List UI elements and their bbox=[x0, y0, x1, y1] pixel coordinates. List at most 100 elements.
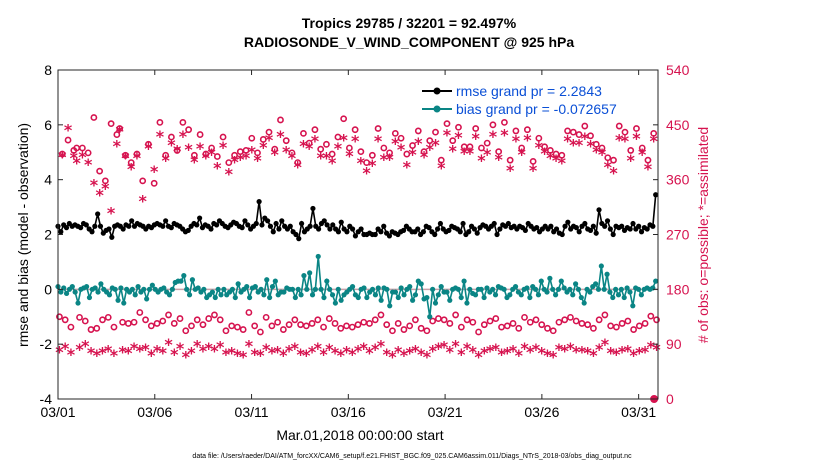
assimilated-obs-point: * bbox=[296, 345, 305, 364]
assimilated-obs-point: * bbox=[451, 336, 460, 355]
assimilated-obs-point: * bbox=[535, 138, 544, 157]
assimilated-obs-point: * bbox=[497, 345, 506, 364]
assimilated-obs-point: * bbox=[299, 137, 308, 156]
assimilated-obs-point: * bbox=[377, 336, 386, 355]
possible-obs-point bbox=[463, 316, 471, 324]
bias-point bbox=[69, 283, 75, 290]
possible-obs-point bbox=[417, 324, 425, 332]
rmse-point bbox=[460, 220, 466, 227]
rmse-point bbox=[358, 226, 364, 232]
x-axis-ticks: 03/01 03/06 03/11 03/16 03/21 03/26 03/31 bbox=[40, 70, 656, 420]
bias-point bbox=[235, 281, 241, 287]
assimilated-obs-point: * bbox=[437, 158, 446, 177]
possible-obs-point bbox=[320, 323, 327, 331]
assimilated-obs-point: * bbox=[213, 158, 222, 177]
bias-point bbox=[369, 286, 376, 292]
assimilated-obs-point: * bbox=[161, 151, 170, 170]
assimilated-obs-point: * bbox=[454, 128, 463, 147]
possible-obs-point bbox=[598, 144, 606, 152]
bias-point bbox=[432, 300, 439, 306]
possible-obs-point bbox=[523, 126, 531, 134]
assimilated-obs-point: * bbox=[483, 145, 492, 164]
bias-point bbox=[567, 286, 573, 292]
bias-point bbox=[307, 270, 313, 276]
bias-point bbox=[321, 294, 327, 301]
possible-obs-point bbox=[61, 316, 69, 324]
assimilated-obs-point: * bbox=[555, 340, 564, 359]
bias-point bbox=[261, 292, 267, 298]
assimilated-obs-point: * bbox=[156, 127, 165, 146]
assimilated-obs-point: * bbox=[368, 156, 377, 175]
bias-point bbox=[83, 283, 90, 290]
possible-obs-point bbox=[279, 326, 287, 333]
bias-point bbox=[375, 285, 381, 291]
assimilated-obs-point: * bbox=[457, 345, 466, 364]
bias-point bbox=[292, 294, 298, 301]
assimilated-obs-point: * bbox=[334, 139, 343, 158]
possible-obs-point bbox=[495, 148, 503, 156]
bias-point bbox=[218, 292, 224, 298]
right-tick-label: 360 bbox=[666, 172, 690, 188]
bias-point bbox=[112, 286, 118, 292]
possible-obs-point bbox=[213, 153, 221, 160]
rmse-point bbox=[239, 225, 245, 231]
x-tick-label: 03/26 bbox=[524, 404, 559, 420]
bias-point bbox=[338, 297, 344, 303]
legend-bias-marker bbox=[433, 105, 441, 113]
rmse-point bbox=[299, 220, 305, 227]
rmse-point bbox=[120, 226, 126, 232]
bias-point bbox=[361, 285, 367, 291]
bias-point bbox=[481, 294, 487, 301]
bias-point bbox=[269, 283, 276, 290]
possible-obs-point bbox=[483, 139, 491, 147]
rmse-point bbox=[160, 223, 166, 229]
possible-obs-point bbox=[179, 118, 187, 126]
possible-obs-point bbox=[397, 134, 405, 142]
rmse-point bbox=[95, 211, 101, 217]
possible-obs-point bbox=[76, 313, 83, 321]
possible-obs-point bbox=[627, 147, 635, 154]
right-tick-label: 450 bbox=[666, 117, 690, 133]
assimilated-obs-point: * bbox=[552, 151, 561, 170]
possible-obs-point bbox=[512, 127, 520, 135]
possible-obs-point bbox=[569, 128, 577, 136]
rmse-point bbox=[573, 225, 579, 231]
assimilated-obs-point: * bbox=[515, 346, 524, 365]
assimilated-obs-point: * bbox=[250, 345, 259, 364]
assimilated-obs-point: * bbox=[67, 345, 76, 364]
bias-point bbox=[229, 286, 236, 292]
possible-obs-point bbox=[300, 129, 307, 137]
bias-point bbox=[392, 289, 399, 295]
assimilated-obs-point: * bbox=[357, 154, 366, 173]
possible-obs-point bbox=[506, 156, 514, 164]
assimilated-obs-point: * bbox=[446, 342, 455, 361]
assimilated-obs-point: * bbox=[612, 345, 621, 364]
possible-obs-point bbox=[618, 320, 626, 327]
bias-point bbox=[72, 289, 78, 295]
possible-obs-point bbox=[423, 327, 431, 335]
rmse-point bbox=[582, 220, 588, 227]
possible-obs-point bbox=[386, 149, 393, 157]
assimilated-obs-point: * bbox=[173, 141, 182, 160]
possible-obs-point bbox=[231, 151, 238, 159]
rmse-point bbox=[273, 220, 279, 227]
rmse-point bbox=[83, 222, 89, 228]
assimilated-obs-point: * bbox=[463, 339, 472, 358]
assimilated-obs-point: * bbox=[87, 344, 96, 363]
bias-point bbox=[384, 286, 390, 292]
possible-obs-point bbox=[406, 322, 414, 330]
bias-point bbox=[544, 289, 550, 295]
possible-obs-point bbox=[308, 320, 316, 327]
bias-point bbox=[267, 294, 273, 301]
possible-obs-point bbox=[615, 122, 623, 130]
bias-point bbox=[535, 292, 542, 298]
possible-obs-point bbox=[93, 324, 101, 332]
possible-obs-point bbox=[245, 309, 253, 316]
possible-obs-point bbox=[389, 327, 396, 335]
bias-point bbox=[464, 300, 470, 306]
bias-point bbox=[315, 253, 321, 260]
rmse-point bbox=[559, 231, 565, 238]
bias-point bbox=[587, 289, 593, 295]
possible-obs-point bbox=[486, 317, 494, 325]
assimilated-obs-point: * bbox=[61, 339, 70, 358]
